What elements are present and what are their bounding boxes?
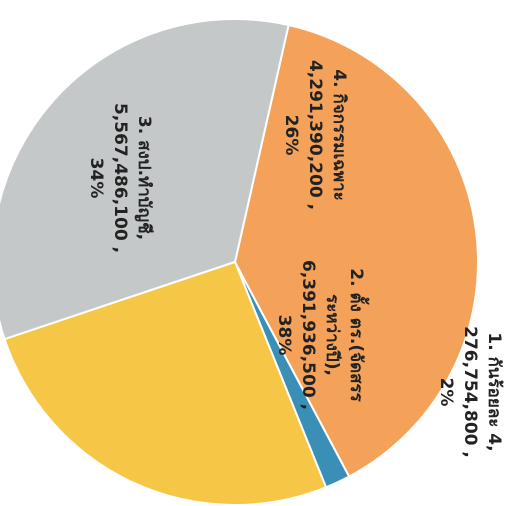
slice-label-2: 2. ตั้ง ตร.(จัดสรรระหว่างปี),6,391,936,5… [274,260,370,410]
slice-label-line: 4. กิจกรรมเฉพาะ [329,69,349,201]
slice-label-line: 6,391,936,500 , [298,260,318,410]
slice-special-activities [3,260,328,506]
slice-label-line: 276,754,800 , [460,326,480,458]
slice-label-line: 3. สงป.ทำบัญชี, [134,116,155,240]
slice-label-line: 2. ตั้ง ตร.(จัดสรร [346,268,370,402]
pie-labels: 1. กันร้อยละ 4,276,754,800 ,2% 2. ตั้ง ตร… [86,60,504,458]
slice-budget-bureau-account [0,18,290,341]
slice-label-line: 34% [86,158,106,199]
slice-label-3: 3. สงป.ทำบัญชี,5,567,486,100 ,34% [86,103,155,253]
slice-label-1: 1. กันร้อยละ 4,276,754,800 ,2% [436,326,504,458]
pie-slices [0,18,479,506]
slice-label-line: 2% [436,378,456,407]
slice-label-line: 5,567,486,100 , [110,103,130,253]
slice-allocated-during-year [233,23,479,478]
slice-label-line: 1. กันร้อยละ 4, [484,332,504,451]
slice-label-line: 38% [274,315,294,356]
slice-label-line: 4,291,390,200 , [305,60,325,210]
slice-label-line: ระหว่างปี), [322,294,343,376]
slice-label-line: 26% [281,115,301,156]
slice-label-4: 4. กิจกรรมเฉพาะ4,291,390,200 ,26% [281,60,349,210]
